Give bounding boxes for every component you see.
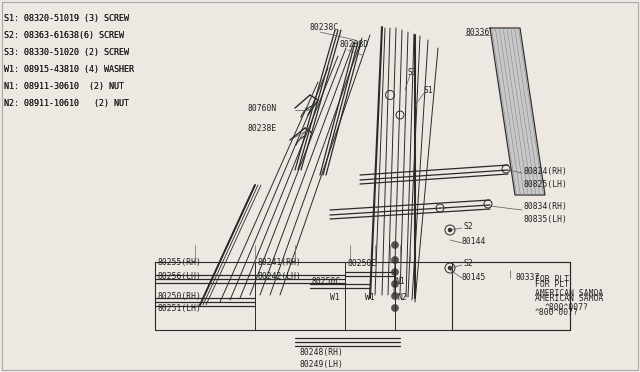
Text: 80835(LH): 80835(LH) [524,215,568,224]
Circle shape [392,280,399,288]
Text: 80238C: 80238C [310,22,339,32]
Text: 80250E: 80250E [348,260,377,269]
Text: 80337: 80337 [515,273,540,282]
Circle shape [392,292,399,299]
Text: 80825(LH): 80825(LH) [524,180,568,189]
Text: 80238E: 80238E [248,124,277,132]
Text: FOR PLT: FOR PLT [535,276,569,285]
Circle shape [448,228,452,232]
Text: N1: 08911-30610  (2) NUT: N1: 08911-30610 (2) NUT [4,82,124,91]
Text: S2: 08363-61638(6) SCREW: S2: 08363-61638(6) SCREW [4,31,124,40]
Text: N2: N2 [398,294,408,302]
Text: S1: S1 [423,86,433,94]
Text: 80251(LH): 80251(LH) [157,305,201,314]
Text: 80241(RH): 80241(RH) [258,259,302,267]
Text: S1: 08320-51019 (3) SCREW: S1: 08320-51019 (3) SCREW [4,14,129,23]
Text: W1: 08915-43810 (4) WASHER: W1: 08915-43810 (4) WASHER [4,65,134,74]
Text: S2: S2 [464,221,474,231]
Text: W1: 08915-43810 (4) WASHER: W1: 08915-43810 (4) WASHER [4,65,134,74]
Polygon shape [490,28,545,195]
Text: 80242(LH): 80242(LH) [258,272,302,280]
Text: S3: 08330-51020 (2) SCREW: S3: 08330-51020 (2) SCREW [4,48,129,57]
Circle shape [392,257,399,263]
Circle shape [392,269,399,276]
Circle shape [448,266,452,270]
Text: 80144: 80144 [462,237,486,246]
Text: 80824(RH): 80824(RH) [524,167,568,176]
Text: 80256(LH): 80256(LH) [157,272,201,280]
Text: 80238D: 80238D [340,39,369,48]
Text: S3: S3 [408,67,418,77]
Text: N2: 08911-10610   (2) NUT: N2: 08911-10610 (2) NUT [4,99,129,108]
Text: 80760N: 80760N [248,103,277,112]
Circle shape [392,241,399,248]
Text: FOR PLT: FOR PLT [535,280,569,289]
Text: 80248(RH): 80248(RH) [300,347,344,356]
Text: 80834(RH): 80834(RH) [524,202,568,211]
Text: 80255(RH): 80255(RH) [157,259,201,267]
Text: 80250(RH): 80250(RH) [157,292,201,301]
Text: W1: W1 [365,294,375,302]
Text: N1: 08911-30610  (2) NUT: N1: 08911-30610 (2) NUT [4,82,124,91]
Text: S2: S2 [464,259,474,267]
Text: AMERICAN SAMOA: AMERICAN SAMOA [535,289,604,298]
Text: S1: 08320-51019 (3) SCREW: S1: 08320-51019 (3) SCREW [4,14,129,23]
Text: 80250C: 80250C [312,278,341,286]
Text: ^800^007?: ^800^007? [545,304,589,312]
Text: S3: 08330-51020 (2) SCREW: S3: 08330-51020 (2) SCREW [4,48,129,57]
Text: 80336: 80336 [465,28,490,36]
Text: AMERICAN SAMOA: AMERICAN SAMOA [535,294,604,303]
Text: S2: 08363-61638(6) SCREW: S2: 08363-61638(6) SCREW [4,31,124,40]
Text: N2: 08911-10610   (2) NUT: N2: 08911-10610 (2) NUT [4,99,129,108]
Text: 80249(LH): 80249(LH) [300,359,344,369]
Text: W1: W1 [330,294,340,302]
Circle shape [392,305,399,311]
Text: N1: N1 [396,278,406,286]
Text: ^800^007?: ^800^007? [535,308,579,317]
Text: 80145: 80145 [462,273,486,282]
